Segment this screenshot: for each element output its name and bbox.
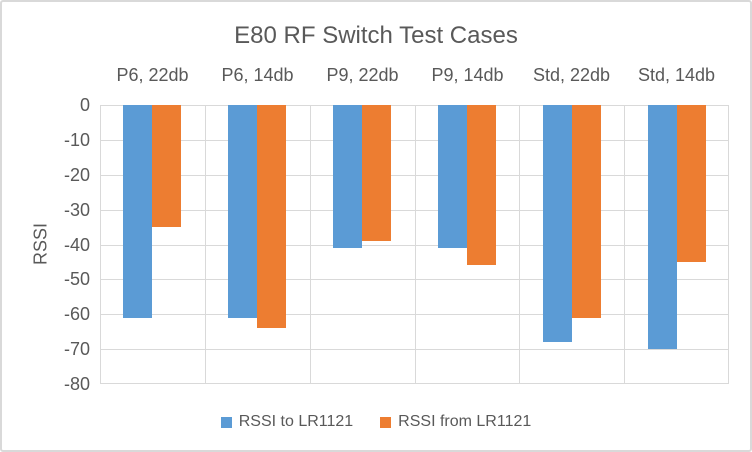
legend-label: RSSI from LR1121: [398, 413, 532, 430]
category-label: P9, 14db: [431, 65, 504, 85]
gridline-horizontal: [100, 279, 729, 280]
y-tick-label: 0: [79, 95, 90, 115]
category-label: Std, 14db: [637, 65, 716, 85]
gridline-vertical: [519, 105, 520, 384]
bar-series1-cat5: [543, 105, 572, 342]
legend-item: RSSI from LR1121: [380, 413, 531, 431]
bar-series2-cat3: [362, 105, 391, 241]
category-label: P9, 22db: [326, 65, 399, 85]
gridline-horizontal: [100, 175, 729, 176]
gridline-vertical: [624, 105, 625, 384]
bar-series2-cat1: [152, 105, 181, 227]
gridline-vertical: [728, 105, 729, 384]
legend: RSSI to LR1121 RSSI from LR1121: [2, 413, 750, 431]
legend-swatch-icon: [220, 416, 232, 428]
category-label: P6, 14db: [221, 65, 294, 85]
gridline-horizontal: [100, 105, 729, 106]
y-tick-label: -10: [63, 130, 90, 150]
gridline-horizontal: [100, 383, 729, 384]
y-tick-label: -50: [63, 269, 90, 289]
y-tick-label: -80: [63, 374, 90, 394]
bar-series2-cat4: [467, 105, 496, 265]
bar-series2-cat6: [677, 105, 706, 262]
bar-series2-cat2: [257, 105, 286, 328]
gridline-horizontal: [100, 349, 729, 350]
legend-item: RSSI to LR1121: [220, 413, 354, 431]
gridline-vertical: [205, 105, 206, 384]
category-label: Std, 22db: [532, 65, 611, 85]
gridline-vertical: [310, 105, 311, 384]
plot-area: [100, 105, 729, 384]
bar-series1-cat6: [648, 105, 677, 349]
category-label: P6, 22db: [116, 65, 189, 85]
gridline-horizontal: [100, 210, 729, 211]
y-tick-label: -40: [63, 235, 90, 255]
gridline-horizontal: [100, 314, 729, 315]
bar-series2-cat5: [572, 105, 601, 318]
bar-series1-cat1: [123, 105, 152, 318]
chart-title: E80 RF Switch Test Cases: [234, 22, 518, 49]
legend-swatch-icon: [380, 416, 392, 428]
legend-label: RSSI to LR1121: [238, 413, 354, 430]
gridline-horizontal: [100, 245, 729, 246]
y-tick-label: -30: [63, 200, 90, 220]
y-tick-label: -70: [63, 339, 90, 359]
gridline-vertical: [100, 105, 101, 384]
gridline-vertical: [415, 105, 416, 384]
bar-series1-cat4: [438, 105, 467, 248]
bar-series1-cat2: [228, 105, 257, 318]
gridline-horizontal: [100, 140, 729, 141]
bar-series1-cat3: [333, 105, 362, 248]
y-tick-label: -60: [63, 304, 90, 324]
y-tick-label: -20: [63, 165, 90, 185]
